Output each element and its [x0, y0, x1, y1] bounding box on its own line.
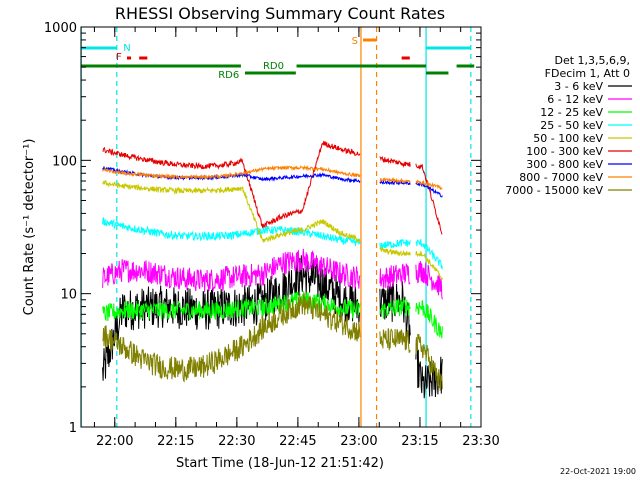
legend-label-4: 50 - 100 keV [533, 132, 603, 145]
legend-label-1: 6 - 12 keV [547, 93, 603, 106]
series-line-1 [102, 248, 443, 300]
series-line-8 [102, 293, 443, 391]
flag-label-n: N [123, 43, 130, 54]
x-tick-label-2330: 23:30 [462, 434, 499, 449]
x-tick-label-2230: 22:30 [218, 434, 255, 449]
legend-label-2: 12 - 25 keV [540, 106, 603, 119]
plot-frame [80, 26, 482, 428]
series-line-4 [102, 179, 443, 281]
flag-label-s: S [352, 36, 358, 47]
series-line-2 [102, 291, 443, 339]
legend-label-5: 100 - 300 keV [526, 145, 603, 158]
x-tick-label-2315: 23:15 [401, 434, 438, 449]
series-line-6 [102, 166, 443, 198]
y-tick-label-10: 10 [60, 288, 77, 303]
x-axis: 22:00 22:15 22:30 22:45 23:00 23:15 23:30 [93, 27, 500, 449]
marker-layer [81, 27, 472, 427]
chart-title: RHESSI Observing Summary Count Rates [115, 4, 445, 23]
legend-label-8: 7000 - 15000 keV [505, 184, 603, 197]
y-tick-label-1: 1 [69, 421, 77, 436]
legend-label-7: 800 - 7000 keV [519, 171, 603, 184]
x-tick-label-2215: 22:15 [157, 434, 194, 449]
y-tick-label-100: 100 [52, 154, 77, 169]
legend: Det 1,3,5,6,9,FDecim 1, Att 03 - 6 keV6 … [505, 54, 632, 197]
y-axis: 1 10 100 1000 [44, 21, 481, 436]
x-tick-label-2245: 22:45 [279, 434, 316, 449]
footer-date: 22-Oct-2021 19:00 [560, 467, 636, 476]
series-line-3 [102, 217, 443, 270]
legend-header-1: FDecim 1, Att 0 [545, 67, 630, 80]
y-tick-label-1000: 1000 [44, 21, 77, 36]
x-tick-label-2300: 23:00 [340, 434, 377, 449]
flags-layer: NF S RD0 RD6 [81, 36, 475, 81]
y-axis-label: Count Rate (s⁻¹ detector⁻¹) [22, 139, 37, 316]
series-line-7 [102, 164, 443, 191]
flag-label-rd0: RD0 [263, 61, 284, 72]
legend-label-0: 3 - 6 keV [554, 80, 603, 93]
x-tick-label-2200: 22:00 [96, 434, 133, 449]
legend-header-0: Det 1,3,5,6,9, [554, 54, 630, 67]
series-layer [102, 140, 443, 399]
x-axis-label: Start Time (18-Jun-12 21:51:42) [176, 456, 384, 471]
legend-label-3: 25 - 50 keV [540, 119, 603, 132]
legend-label-6: 300 - 800 keV [526, 158, 603, 171]
flag-label-f: F [116, 52, 122, 63]
flag-label-rd6: RD6 [218, 70, 239, 81]
